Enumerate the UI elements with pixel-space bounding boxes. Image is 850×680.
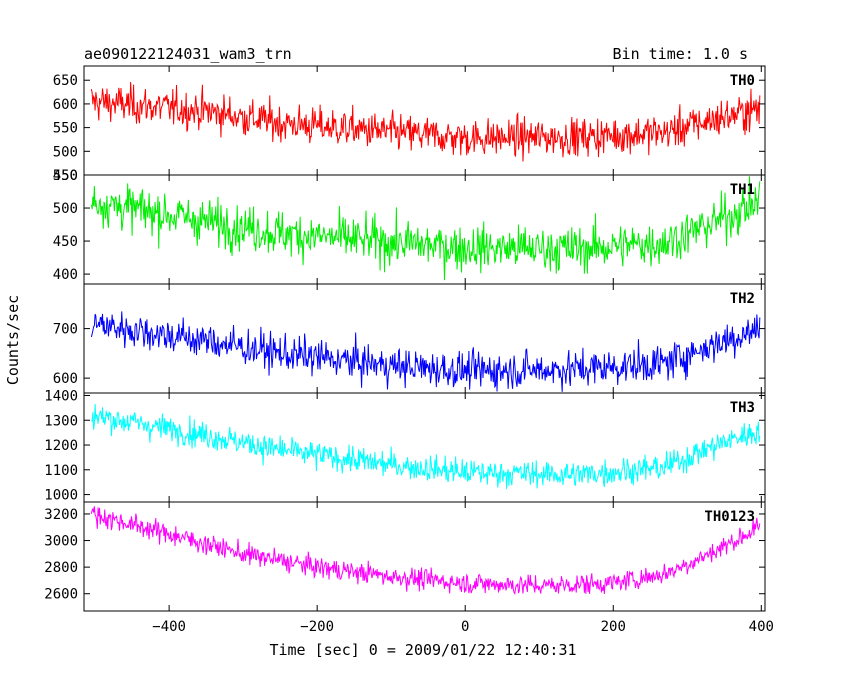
panel-th0: 450 500 550 600 650 TH0 <box>53 65 766 184</box>
y-tick-label: 600 <box>53 97 78 113</box>
y-tick-label: 450 <box>53 234 78 250</box>
series-line-th0 <box>90 82 761 162</box>
x-tick-label: 0 <box>461 619 469 635</box>
panel-frame <box>83 283 766 394</box>
series-line-th3 <box>91 404 761 490</box>
y-tick-label: 1000 <box>44 488 78 504</box>
panel-th3: 1000 1100 1200 1300 1400 TH3 <box>44 388 766 504</box>
panel-label-th2: TH2 <box>730 291 755 307</box>
y-tick-label: 2800 <box>44 560 78 576</box>
panels-group: 450 500 550 600 650 TH0 400 450 500 550 TH1 600 700 T… <box>44 65 766 612</box>
chart-title: ae090122124031_wam3_trn <box>84 45 292 63</box>
x-axis: −400 −200 0 200 400 <box>152 619 774 635</box>
y-tick-label: 500 <box>53 144 78 160</box>
panel-label-th0123: TH0123 <box>704 509 755 525</box>
panel-th1: 400 450 500 550 TH1 <box>53 168 766 285</box>
series-line-th0123 <box>90 506 761 596</box>
y-axis-title: Counts/sec <box>4 295 22 385</box>
x-tick-label: 400 <box>749 619 774 635</box>
panel-frame <box>83 174 766 285</box>
y-tick-label: 600 <box>53 371 78 387</box>
y-tick-label: 2600 <box>44 587 78 603</box>
y-tick-label: 550 <box>53 168 78 184</box>
series-line-th2 <box>90 311 761 392</box>
panel-frame <box>83 392 766 503</box>
y-tick-label: 550 <box>53 121 78 137</box>
y-tick-label: 450 <box>53 168 78 184</box>
y-tick-label: 1300 <box>44 413 78 429</box>
y-tick-label: 1100 <box>44 463 78 479</box>
y-tick-label: 1400 <box>44 388 78 404</box>
x-tick-label: −400 <box>152 619 186 635</box>
panel-th2: 600 700 TH2 <box>53 283 766 394</box>
y-tick-label: 3000 <box>44 534 78 550</box>
y-tick-label: 1200 <box>44 438 78 454</box>
panel-frame <box>83 501 766 612</box>
y-tick-label: 700 <box>53 322 78 338</box>
y-tick-label: 500 <box>53 201 78 217</box>
x-tick-label: 200 <box>601 619 626 635</box>
panel-label-th1: TH1 <box>730 182 755 198</box>
bin-time-label: Bin time: 1.0 s <box>613 45 748 63</box>
panel-th0123: 2600 2800 3000 3200 TH0123 <box>44 501 766 612</box>
panel-frame <box>83 65 766 176</box>
panel-label-th0: TH0 <box>730 73 755 89</box>
series-line-th1 <box>90 176 761 281</box>
y-tick-label: 400 <box>53 267 78 283</box>
x-tick-label: −200 <box>300 619 334 635</box>
panel-label-th3: TH3 <box>730 400 755 416</box>
x-axis-title: Time [sec] 0 = 2009/01/22 12:40:31 <box>269 641 576 659</box>
y-tick-label: 3200 <box>44 507 78 523</box>
y-tick-label: 650 <box>53 73 78 89</box>
